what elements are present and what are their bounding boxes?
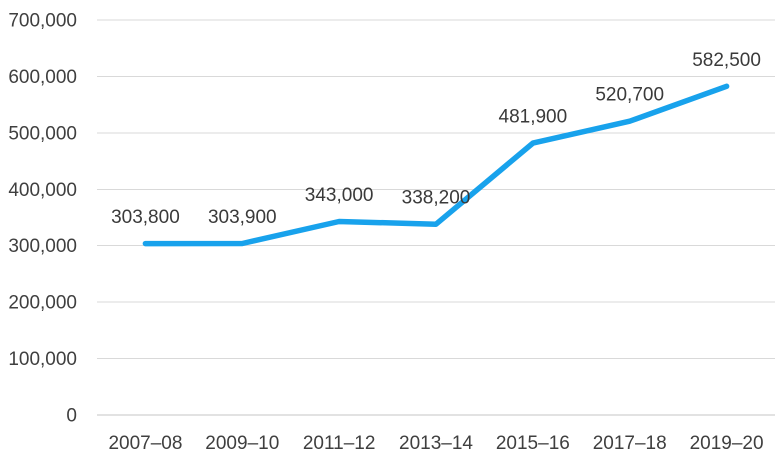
x-axis-tick-label: 2017–18 — [593, 433, 667, 454]
x-axis-tick-label: 2007–08 — [108, 433, 182, 454]
data-point-label: 343,000 — [305, 185, 374, 206]
x-axis-tick-label: 2011–12 — [303, 433, 376, 454]
series-line — [142, 83, 730, 247]
y-axis-tick-label: 0 — [66, 406, 77, 427]
data-point-label: 481,900 — [499, 107, 568, 128]
y-axis-tick-label: 100,000 — [8, 349, 77, 370]
y-axis-tick-label: 400,000 — [8, 180, 77, 201]
data-point-label: 520,700 — [595, 85, 664, 106]
y-axis-tick-label: 300,000 — [8, 236, 77, 257]
data-point-label: 582,500 — [692, 50, 761, 71]
x-axis-tick-label: 2019–20 — [690, 433, 764, 454]
y-axis-tick-label: 600,000 — [8, 67, 77, 88]
x-axis-tick-label: 2013–14 — [399, 433, 473, 454]
y-axis-tick-label: 500,000 — [8, 123, 77, 144]
data-point-label: 303,900 — [208, 207, 277, 228]
y-axis-tick-label: 700,000 — [8, 11, 77, 32]
x-axis-tick-label: 2015–16 — [496, 433, 570, 454]
y-axis-tick-label: 200,000 — [8, 293, 77, 314]
x-axis-tick-label: 2009–10 — [205, 433, 279, 454]
data-point-label: 303,800 — [111, 207, 180, 228]
data-point-label: 338,200 — [402, 188, 471, 209]
